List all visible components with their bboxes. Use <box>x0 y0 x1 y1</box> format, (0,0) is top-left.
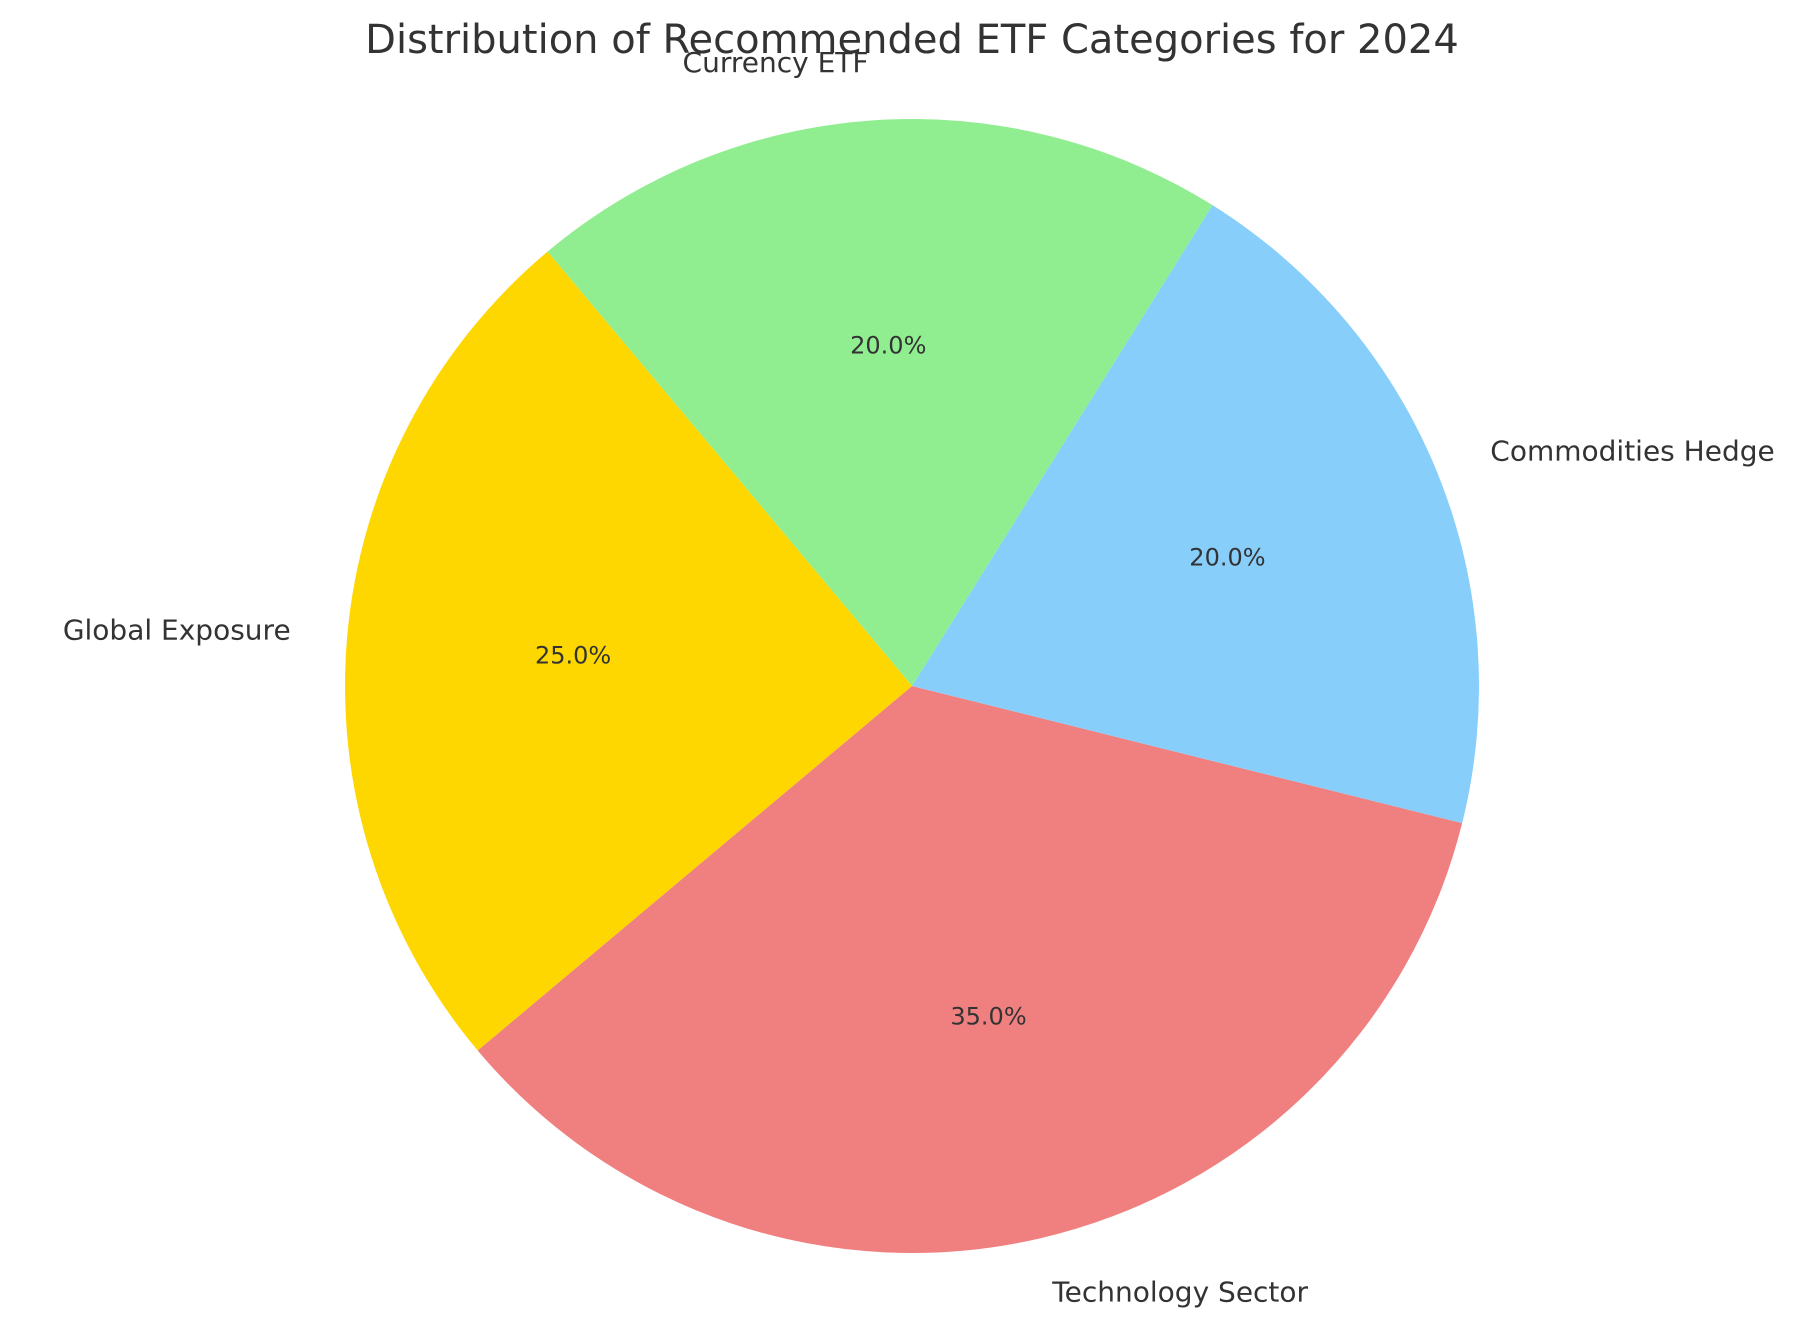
slice-label-global-exposure: Global Exposure <box>63 614 291 647</box>
pie-slice-technology-sector <box>477 686 1463 1253</box>
slice-percent-technology-sector: 35.0% <box>950 1002 1026 1030</box>
pie-slices <box>345 118 1479 1253</box>
pie-labels: Technology Sector 35.0% Commodities Hedge 2… <box>63 46 1775 1309</box>
slice-label-currency-etf: Currency ETF <box>683 46 869 79</box>
pie-slice-global-exposure <box>345 251 912 1051</box>
slice-percent-global-exposure: 25.0% <box>535 641 611 669</box>
pie-slice-currency-etf <box>547 118 1213 686</box>
pie-slice-commodities-hedge <box>912 205 1479 824</box>
slice-label-commodities-hedge: Commodities Hedge <box>1490 434 1774 467</box>
slice-percent-commodities-hedge: 20.0% <box>1189 544 1265 572</box>
slice-percent-currency-etf: 20.0% <box>850 332 926 360</box>
slice-label-technology-sector: Technology Sector <box>1051 1276 1308 1309</box>
chart-title: Distribution of Recommended ETF Categori… <box>365 17 1459 63</box>
